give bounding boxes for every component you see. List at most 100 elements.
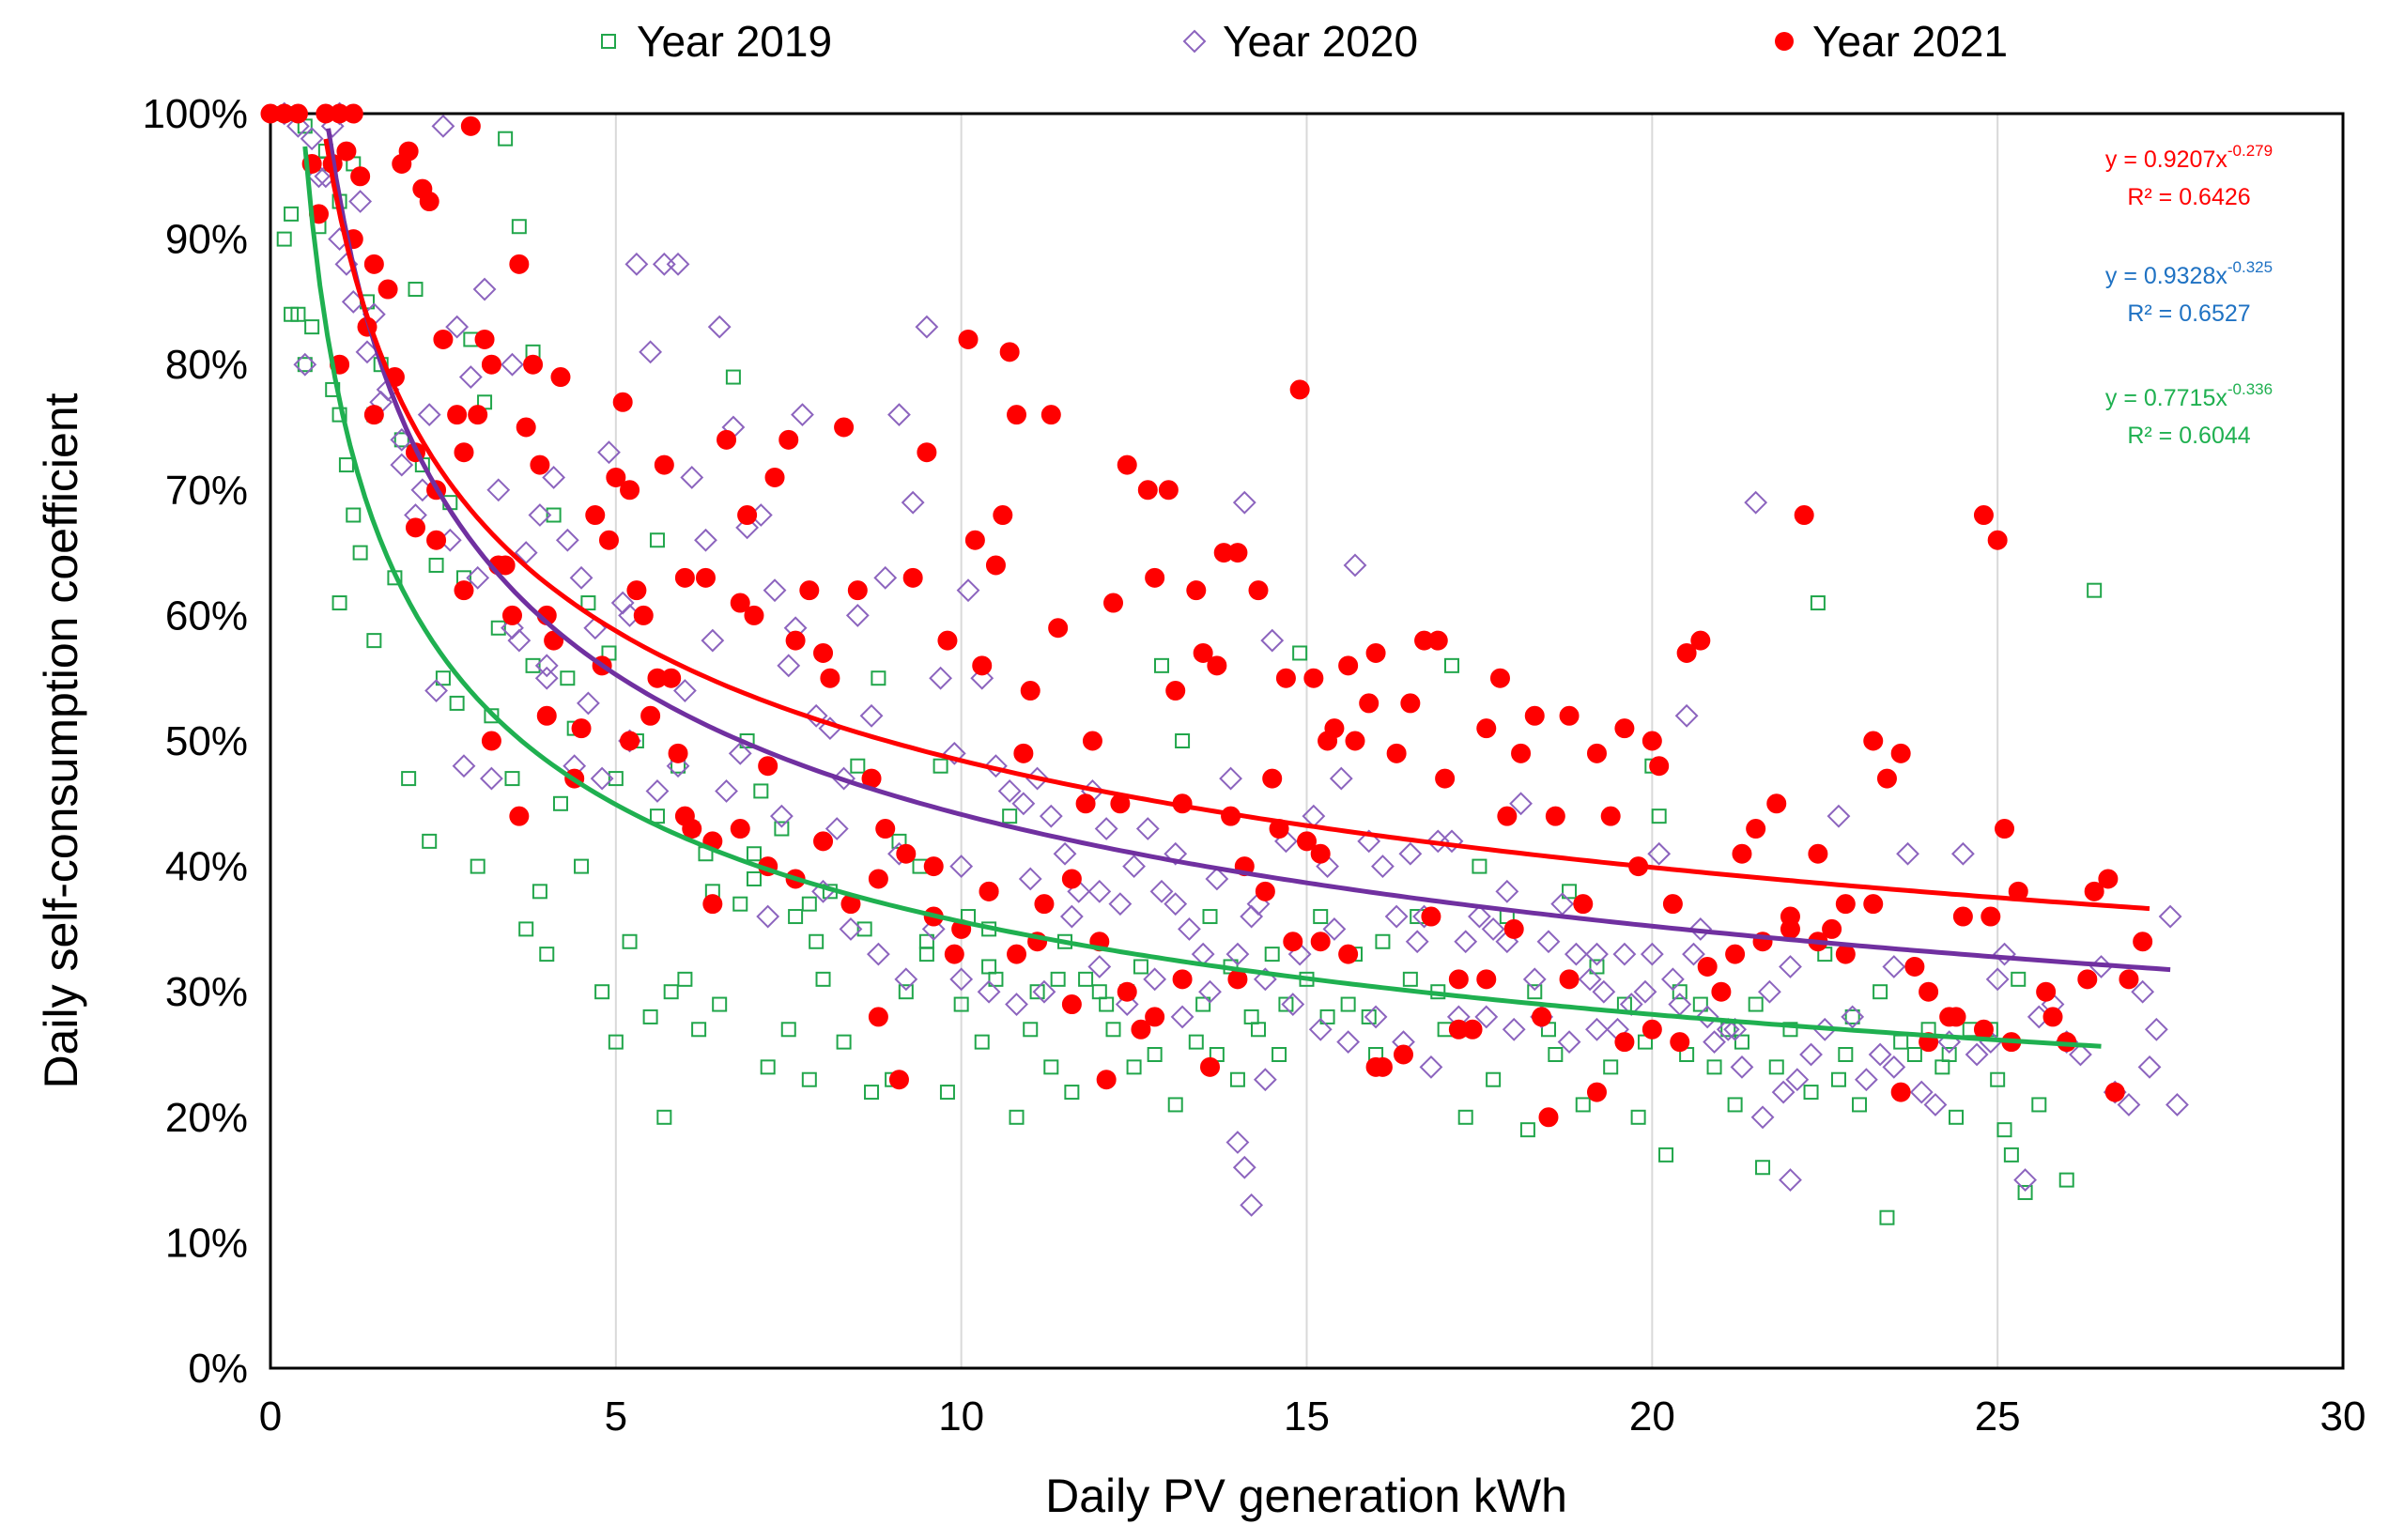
data-point <box>652 252 676 276</box>
data-point <box>645 779 670 803</box>
r-squared-text: R² = 0.6044 <box>2127 423 2250 449</box>
data-point <box>1364 1005 1388 1029</box>
data-point <box>1198 979 1222 1004</box>
data-point <box>1779 955 1802 978</box>
data-point <box>1614 718 1635 739</box>
data-point <box>972 655 993 676</box>
data-point <box>1099 996 1115 1012</box>
data-point <box>1578 967 1602 992</box>
data-point <box>1427 630 1448 651</box>
data-point <box>1476 718 1497 739</box>
data-point <box>856 921 872 937</box>
x-tick-label: 5 <box>605 1394 627 1440</box>
data-point <box>1893 1034 1909 1050</box>
data-point <box>1219 766 1242 791</box>
data-point <box>871 670 886 686</box>
data-point <box>454 580 474 601</box>
x-tick-label: 15 <box>1284 1394 1330 1440</box>
data-point <box>1251 1022 1267 1038</box>
data-point <box>1240 904 1264 929</box>
data-point <box>479 766 503 791</box>
data-point <box>1640 942 1664 966</box>
data-point <box>1131 1019 1151 1040</box>
data-point <box>1195 996 1211 1012</box>
data-point <box>929 666 953 690</box>
data-point <box>847 580 868 601</box>
data-point <box>1137 480 1158 500</box>
legend-marker <box>1182 29 1207 54</box>
data-point <box>597 440 621 465</box>
data-point <box>1950 841 1975 866</box>
data-point <box>284 206 300 222</box>
data-point <box>2013 1168 2038 1193</box>
data-point <box>366 633 382 649</box>
data-point <box>1509 792 1533 816</box>
y-tick-label: 70% <box>165 468 248 514</box>
data-point <box>1103 593 1124 613</box>
legend-item-2: Year 2020 <box>1182 17 1418 66</box>
data-point <box>1876 768 1897 789</box>
data-point <box>1275 668 1296 688</box>
data-point <box>813 831 834 852</box>
data-point <box>949 855 974 879</box>
data-point <box>712 996 728 1012</box>
data-point <box>1175 733 1191 748</box>
data-point <box>730 593 750 613</box>
data-point <box>490 620 506 636</box>
data-point <box>1799 1042 1823 1067</box>
data-point <box>536 705 557 726</box>
data-point <box>1375 933 1391 949</box>
data-point <box>1794 505 1814 526</box>
data-point <box>590 766 614 791</box>
plot-area-frame <box>269 112 2345 1370</box>
data-point <box>1536 930 1561 954</box>
data-point <box>452 754 476 778</box>
data-point <box>1075 793 1096 814</box>
data-point <box>753 783 769 799</box>
data-point <box>348 190 373 213</box>
data-point <box>1170 1005 1194 1029</box>
data-point <box>1440 829 1464 854</box>
data-point <box>1682 942 1705 966</box>
data-point <box>1662 894 1683 915</box>
data-point <box>1973 1019 1994 1040</box>
data-point <box>1232 1155 1256 1179</box>
data-point <box>569 565 593 590</box>
data-point <box>1852 1097 1868 1113</box>
data-point <box>523 354 544 375</box>
data-point <box>1145 1007 1165 1027</box>
data-point <box>1178 916 1201 941</box>
data-point <box>1511 743 1532 763</box>
data-point <box>1297 831 1317 852</box>
data-point <box>1117 981 1137 1002</box>
data-point <box>1013 743 1034 763</box>
data-point <box>999 342 1020 362</box>
data-point <box>1082 731 1102 751</box>
data-point <box>1283 932 1303 952</box>
data-point <box>2036 981 2057 1002</box>
data-point <box>2133 932 2153 952</box>
data-point <box>445 315 470 339</box>
data-point <box>1503 918 1524 939</box>
data-point <box>958 329 979 349</box>
data-point <box>864 1085 880 1101</box>
data-point <box>1133 959 1148 975</box>
data-point <box>760 1059 776 1075</box>
data-point <box>1020 681 1040 701</box>
data-point <box>1965 1042 1989 1067</box>
data-point <box>695 567 716 588</box>
data-point <box>1324 718 1345 739</box>
data-point <box>1167 1097 1183 1113</box>
data-point <box>1243 1009 1259 1024</box>
data-point <box>2137 1055 2162 1079</box>
data-point <box>1973 505 1994 526</box>
x-tick-label: 25 <box>1975 1394 2021 1440</box>
data-point <box>1115 993 1139 1016</box>
data-point <box>1586 1082 1607 1102</box>
data-point <box>1061 869 1082 889</box>
data-point <box>956 578 980 603</box>
data-point <box>1548 1047 1564 1062</box>
data-point <box>1105 1022 1121 1038</box>
data-point <box>1941 1047 1957 1062</box>
data-point <box>642 1009 658 1024</box>
